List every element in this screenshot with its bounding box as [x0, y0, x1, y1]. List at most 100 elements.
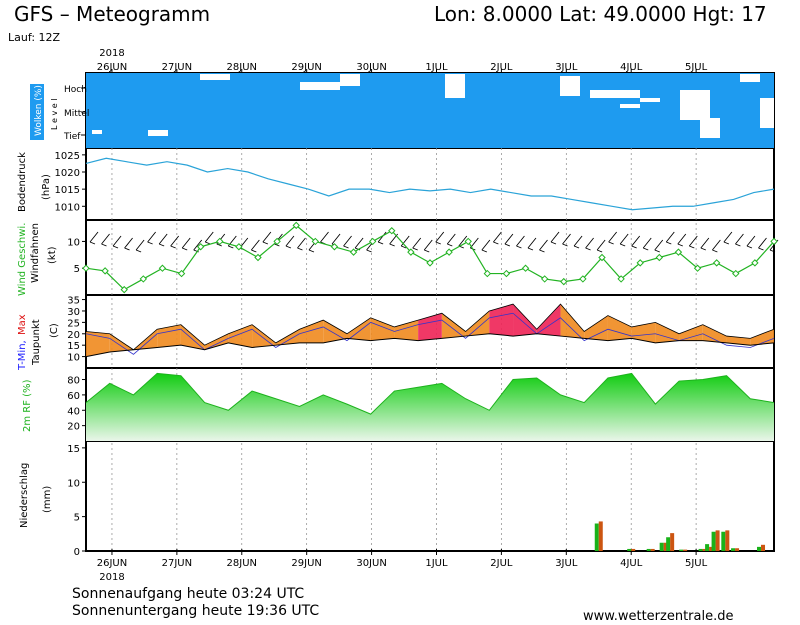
precip-bar-convective: [679, 549, 684, 551]
wind-barb-feather: [308, 249, 315, 253]
wind-barb: [89, 231, 99, 243]
wind-barb: [550, 231, 560, 243]
cloud-gap: [590, 90, 640, 98]
precip-bar-convective: [698, 548, 703, 551]
temperature-band: [679, 324, 703, 341]
wind-speed-point: [770, 237, 778, 246]
temperature-tick-label: 15: [67, 341, 80, 352]
wind-barb: [400, 235, 410, 247]
wind-barb-feather: [228, 245, 234, 249]
temperature-band: [109, 333, 134, 353]
wind-barb-feather: [527, 247, 534, 251]
precip-bar-convective: [646, 548, 651, 551]
wind-barb-feather: [354, 247, 361, 251]
precip-bar-convective: [594, 523, 599, 551]
wind-speed-point: [445, 248, 453, 256]
precip-bar-convective: [627, 548, 632, 551]
day-label-top: 4JUL: [620, 62, 643, 73]
pressure-line: [85, 157, 775, 211]
precip-bar-largescale: [735, 548, 740, 551]
temperature-unit-label: (C): [49, 323, 60, 338]
wind-barb-feather: [101, 243, 107, 247]
rh-axis-label: 2m RF (%): [22, 379, 33, 432]
wind-speed-point: [216, 237, 224, 246]
wind-tick-label: 5: [74, 264, 80, 275]
temperature-tick-label: 25: [67, 318, 80, 329]
wind-barb: [458, 235, 468, 247]
sunset-text: Sonnenuntergang heute 19:36 UTC: [72, 603, 320, 619]
wind-speed-point: [636, 259, 644, 267]
wind-speed-point: [254, 253, 262, 262]
wind-barb-feather: [608, 241, 614, 245]
wind-barb-feather: [251, 249, 257, 253]
rh-tick-label: 20: [67, 422, 80, 433]
precip-bar-largescale: [683, 549, 688, 551]
wind-barb-feather: [493, 241, 499, 245]
tmax-line: [85, 303, 775, 351]
temperature-band: [465, 310, 490, 337]
wind-barb-feather: [112, 245, 119, 249]
day-label-top: 30JUN: [356, 62, 386, 73]
rh-tick-label: 80: [67, 376, 80, 387]
day-label-top: 3JUL: [555, 62, 578, 73]
wind-barb: [481, 239, 491, 251]
wind-speed-point: [560, 277, 568, 286]
wind-speed-point: [521, 264, 530, 272]
wind-barb: [343, 235, 352, 247]
wind-barb: [158, 233, 168, 245]
temperature-band: [346, 317, 371, 341]
day-label-bottom: 29JUN: [291, 558, 321, 569]
wind-barb: [331, 233, 341, 245]
temperature-tick-label: 35: [67, 296, 80, 307]
wind-barb-feather: [631, 245, 637, 249]
wind-barb-feather: [654, 249, 660, 253]
wind-barb-feather: [516, 245, 522, 249]
precip-tick-label: 0: [74, 547, 80, 558]
pressure-tick-label: 1010: [55, 202, 80, 213]
wind-barb: [562, 233, 571, 245]
cloud-level-mittel: Mittel: [64, 109, 89, 119]
wind-barb: [665, 231, 675, 243]
wind-speed-point: [674, 248, 683, 256]
wind-tick-label: 10: [67, 237, 80, 248]
wind-barb: [412, 237, 422, 249]
day-label-bottom: 2JUL: [490, 558, 513, 569]
cloud-gap: [200, 74, 230, 80]
pressure-tick-label: 1025: [55, 151, 80, 162]
wind-barb-feather: [758, 247, 764, 251]
wind-barb: [539, 239, 548, 251]
rh-tick-label: 60: [67, 391, 80, 402]
day-label-top: 29JUN: [291, 62, 321, 73]
wind-barb-feather: [135, 249, 142, 253]
tmax-axis-label: Max: [17, 314, 28, 335]
precip-bar-convective: [731, 548, 736, 551]
wind-barb-feather: [424, 249, 430, 253]
cloud-axis-label: Wolken (%): [34, 85, 44, 136]
wind-speed-point: [407, 248, 415, 256]
temperature-band: [702, 324, 727, 343]
wind-barb: [688, 235, 698, 247]
wind-barb: [170, 235, 180, 247]
day-label-top: 1JUL: [425, 62, 448, 73]
wind-barb-feather: [481, 249, 488, 253]
cloud-gap: [340, 74, 360, 86]
wind-barb: [504, 233, 514, 245]
wind-barb: [377, 231, 387, 243]
cloud-gap: [300, 82, 340, 90]
wind-barb-feather: [666, 241, 672, 245]
wind-barb: [297, 237, 306, 249]
temperature-band: [275, 329, 300, 346]
pressure-tick-label: 1015: [55, 185, 80, 196]
wind-speed-axis-label: Wind Geschwi.: [17, 223, 28, 296]
wind-barb-feather: [746, 245, 753, 249]
wind-panel-frame: [85, 219, 775, 296]
wind-barb: [493, 231, 502, 243]
dewpoint-line: [85, 333, 775, 358]
wind-speed-point: [751, 259, 759, 267]
precip-bar-largescale: [709, 546, 714, 551]
precip-bar-convective: [705, 544, 710, 551]
wind-barb-feather: [182, 247, 188, 251]
cloud-gap: [640, 98, 660, 102]
cloud-gap: [148, 130, 168, 136]
wind-barb: [631, 235, 641, 247]
